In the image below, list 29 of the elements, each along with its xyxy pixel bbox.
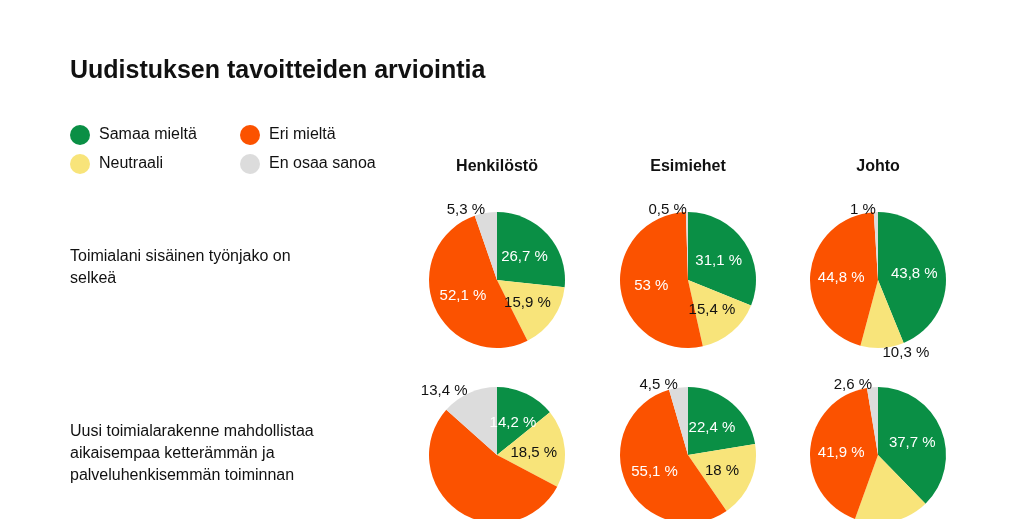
data-label: 55,1 % xyxy=(631,462,678,480)
data-label: 44,8 % xyxy=(817,267,865,285)
data-label: 22,4 % xyxy=(688,418,736,436)
text: Uudistuksen tavoitteiden arviointia xyxy=(70,55,486,84)
data-label: 37,7 % xyxy=(888,432,936,450)
data-label: 2,6 % xyxy=(833,374,873,392)
legend-label: En osaa sanoa xyxy=(268,154,377,174)
text: Uusi toimialarakenne mahdollistaa aikaisempaa ketterämmän ja palveluhenkisemmän toiminnan xyxy=(70,421,315,485)
data-label: 52,1 % xyxy=(439,285,487,303)
data-label: 5,3 % xyxy=(446,200,486,218)
legend-label: Neutraali xyxy=(98,154,165,174)
legend-label: Eri mieltä xyxy=(268,125,337,145)
chart-title: Esimiehet xyxy=(650,156,727,174)
data-label: 53 % xyxy=(634,276,669,294)
data-label: 10,3 % xyxy=(882,343,930,361)
text: Henkilöstö xyxy=(456,156,539,174)
data-label: 13,4 % xyxy=(420,380,468,398)
data-label: 41,9 % xyxy=(817,443,865,461)
data-label: 43,8 % xyxy=(890,264,938,282)
data-label: 0,5 % xyxy=(648,199,687,217)
data-label: 1 % xyxy=(849,199,876,217)
data-label: 4,5 % xyxy=(639,375,678,393)
chart-title: Johto xyxy=(856,156,900,174)
data-label: 18,5 % xyxy=(510,442,558,460)
legend-label: Samaa mieltä xyxy=(98,125,198,145)
data-label: 18 % xyxy=(704,460,740,478)
data-label: 26,7 % xyxy=(501,246,548,264)
text: Toimialani sisäinen työnjako on selkeä xyxy=(70,246,292,288)
data-label: 31,1 % xyxy=(695,250,743,268)
